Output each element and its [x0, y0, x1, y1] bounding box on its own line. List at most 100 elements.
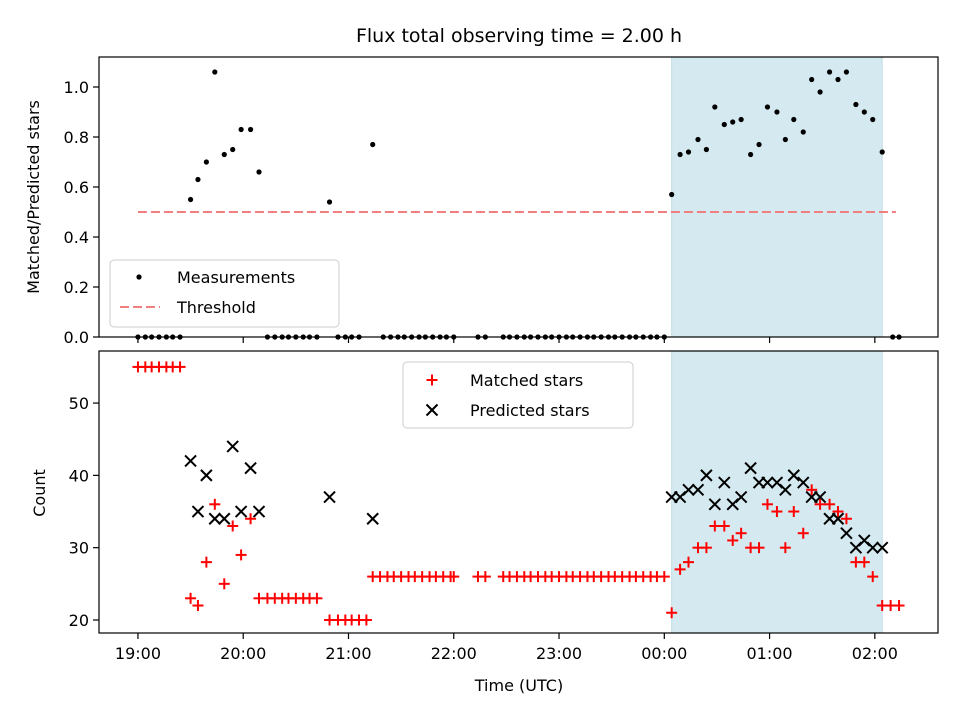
matched-star-point — [200, 556, 212, 568]
matched-star-point — [832, 506, 844, 518]
measurement-point — [782, 136, 788, 143]
measurement-point — [677, 151, 683, 158]
legend-marker-stroke — [425, 403, 439, 417]
predicted-star-stroke — [718, 476, 731, 489]
measurement-point — [774, 109, 780, 115]
matched-star-point — [893, 600, 905, 612]
matched-star-point — [867, 571, 879, 583]
predicted-star-stroke — [840, 527, 853, 540]
predicted-star-stroke — [691, 483, 705, 497]
measurement-point — [879, 149, 885, 155]
y-tick-label: 20 — [69, 611, 89, 630]
matched-star-point — [227, 520, 239, 532]
measurement-point — [843, 69, 850, 75]
top-panel: 0.0 0.2 0.4 0.6 0.8 1.0 Measurements Threshold — [64, 56, 939, 347]
matched-star-point — [209, 498, 221, 510]
x-tick-label: 02:00 — [852, 644, 898, 663]
matched-star-point — [814, 498, 826, 510]
predicted-star-stroke — [208, 512, 222, 525]
matched-star-point — [245, 513, 257, 525]
matched-star-point — [840, 513, 852, 525]
measurement-point — [870, 116, 876, 123]
matched-star-point — [479, 571, 491, 583]
measurement-point — [203, 159, 209, 165]
x-tick-label: 20:00 — [220, 644, 266, 663]
predicted-star-point — [840, 527, 853, 540]
legend-box — [109, 259, 340, 328]
predicted-star-point — [831, 512, 845, 525]
predicted-star-stroke — [226, 440, 239, 453]
measurement-point — [230, 146, 236, 153]
matched-star-point — [235, 549, 247, 561]
measurement-point — [791, 116, 797, 123]
measurement-point — [370, 141, 376, 148]
matched-star-point — [858, 556, 870, 568]
measurement-point — [256, 169, 262, 175]
predicted-star-stroke — [184, 454, 197, 468]
predicted-star-point — [252, 505, 266, 518]
predicted-star-point — [734, 490, 748, 504]
matched-star-point — [761, 498, 773, 510]
predicted-star-stroke — [813, 490, 827, 504]
matched-star-point — [218, 578, 230, 590]
measurement-point — [730, 119, 736, 125]
predicted-star-stroke — [831, 512, 845, 525]
y-tick-label: 50 — [69, 394, 89, 413]
matched-star-point — [448, 571, 460, 583]
predicted-star-point — [779, 483, 792, 497]
y-tick-label: 0.6 — [64, 178, 89, 197]
legend-matched-marker — [426, 374, 438, 386]
predicted-star-stroke — [200, 469, 213, 482]
matched-star-point — [192, 600, 204, 612]
predicted-star-point — [244, 461, 257, 475]
bottom-y-axis-label: Count — [30, 469, 49, 517]
observing-window-span — [671, 56, 883, 338]
predicted-star-stroke — [866, 541, 879, 554]
predicted-star-point — [366, 512, 379, 525]
matched-star-point — [753, 542, 765, 554]
predicted-star-stroke — [682, 483, 695, 497]
observing-window-span — [671, 350, 883, 634]
y-tick-label: 0.0 — [64, 328, 89, 347]
measurement-point — [703, 146, 710, 153]
predicted-star-stroke — [708, 498, 722, 511]
predicted-star-stroke — [787, 469, 800, 482]
measurement-point — [712, 104, 718, 110]
measurement-point — [721, 121, 727, 128]
measurement-point — [853, 101, 859, 108]
measurement-point — [817, 89, 823, 95]
measurement-point — [748, 151, 754, 158]
x-tick-label: 01:00 — [747, 644, 793, 663]
x-tick-label: 21:00 — [325, 644, 371, 663]
predicted-star-stroke — [234, 505, 248, 518]
predicted-star-point — [700, 469, 713, 482]
x-tick-label: 23:00 — [536, 644, 582, 663]
bottom-panel: 20 30 40 50 19:00 20:00 21:00 22:00 23:00 00:00 01… — [69, 350, 939, 663]
measurement-point — [685, 149, 692, 155]
matched-star-point — [806, 484, 818, 496]
matched-star-point — [771, 506, 783, 518]
x-tick-label: 19:00 — [115, 644, 161, 663]
axes-frame — [98, 350, 939, 634]
predicted-star-point — [234, 505, 248, 518]
matched-star-point — [700, 542, 712, 554]
matched-star-point — [824, 498, 836, 510]
legend-measurements-label: Measurements — [177, 268, 295, 287]
x-tick-label: 22:00 — [431, 644, 477, 663]
predicted-star-stroke — [761, 476, 774, 489]
legend-measurement-marker — [136, 274, 142, 280]
measurement-point — [764, 104, 771, 110]
measurement-point — [738, 116, 744, 123]
top-legend: Measurements Threshold — [109, 259, 340, 328]
measurement-point — [195, 176, 201, 183]
matched-star-point — [727, 534, 739, 546]
predicted-star-stroke — [244, 461, 257, 475]
measurement-point — [809, 76, 815, 83]
y-tick-label: 0.4 — [64, 228, 89, 247]
matched-star-point — [674, 563, 686, 575]
predicted-star-point — [875, 541, 889, 554]
predicted-star-point — [744, 461, 757, 475]
measurement-point — [861, 109, 867, 115]
predicted-star-point — [682, 483, 695, 497]
